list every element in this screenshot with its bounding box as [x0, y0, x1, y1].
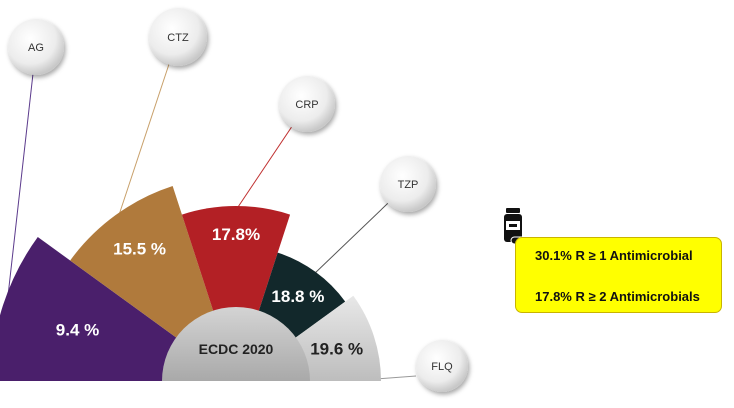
- bubble-label-ag: AG: [28, 42, 44, 54]
- leader-line: [6, 46, 37, 307]
- center-semicircle: [162, 307, 310, 381]
- bubble-flq: [416, 340, 468, 392]
- leader-line: [375, 375, 417, 380]
- bubble-label-crp: CRP: [295, 99, 318, 111]
- leader-line: [117, 36, 179, 219]
- summary-box: 30.1% R ≥ 1 Antimicrobial 17.8% R ≥ 2 An…: [515, 237, 722, 313]
- summary-line-1: 30.1% R ≥ 1 Antimicrobial: [535, 248, 693, 263]
- bubble-ctz: [149, 8, 207, 66]
- bubble-ag: [8, 19, 64, 75]
- slice-crp: [181, 206, 291, 381]
- center-label: ECDC 2020: [199, 341, 274, 357]
- bubble-tzp: [380, 156, 436, 212]
- slice-label-crp: 17.8%: [212, 225, 260, 244]
- bubble-label-ctz: CTZ: [167, 32, 189, 44]
- summary-line-2: 17.8% R ≥ 2 Antimicrobials: [535, 289, 700, 304]
- slice-label-flq: 19.6 %: [310, 339, 363, 358]
- bubble-label-tzp: TZP: [398, 179, 419, 191]
- slice-label-ag: 9.4 %: [56, 321, 99, 340]
- slice-label-ctz: 15.5 %: [113, 239, 166, 258]
- bubble-label-flq: FLQ: [431, 361, 453, 373]
- bubble-crp: [279, 76, 335, 132]
- slice-label-tzp: 18.8 %: [271, 287, 324, 306]
